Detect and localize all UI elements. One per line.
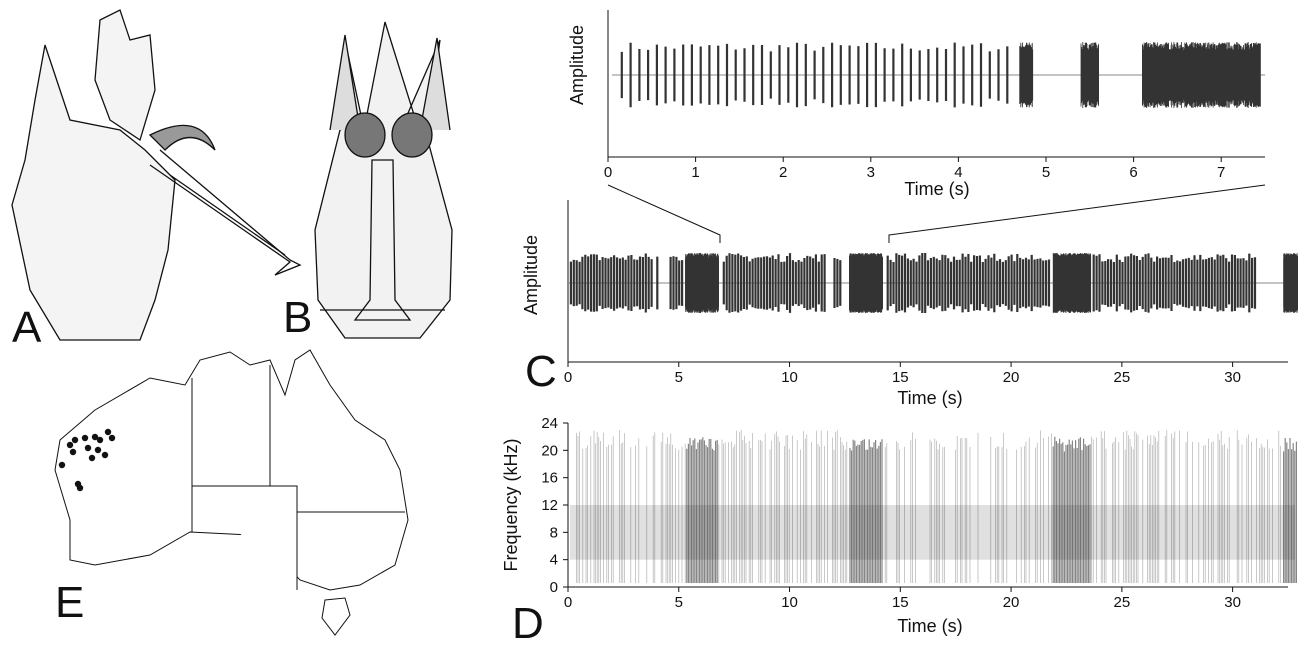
panel-label: A xyxy=(12,303,42,352)
map-point xyxy=(91,433,99,441)
x-tick-label: 0 xyxy=(564,369,572,386)
spectrogram-dense xyxy=(686,436,1297,583)
panel-label: C xyxy=(525,347,557,396)
illustration-a xyxy=(11,9,302,341)
spectrogram-band xyxy=(570,505,1295,560)
y-tick-label: 0 xyxy=(550,579,558,596)
map-points xyxy=(58,428,116,492)
x-tick-label: 2 xyxy=(779,164,787,181)
y-tick-label: 8 xyxy=(550,524,558,541)
x-tick-label: 15 xyxy=(892,369,909,386)
x-tick-label: 3 xyxy=(867,164,875,181)
x-axis-label: Time (s) xyxy=(897,616,962,636)
map-point xyxy=(84,444,92,452)
waveform xyxy=(620,42,1261,108)
map xyxy=(54,349,409,636)
map-point xyxy=(96,436,104,444)
map-point xyxy=(94,446,102,454)
y-tick-label: 20 xyxy=(541,442,558,459)
x-tick-label: 5 xyxy=(675,369,683,386)
y-axis-label: Frequency (kHz) xyxy=(501,438,521,571)
map-point xyxy=(104,428,112,436)
y-tick-label: 12 xyxy=(541,497,558,514)
x-tick-label: 30 xyxy=(1224,369,1241,386)
panel-label: E xyxy=(55,578,84,627)
map-point xyxy=(108,434,116,442)
x-tick-label: 0 xyxy=(604,164,612,181)
x-axis-label: Time (s) xyxy=(904,179,969,199)
x-tick-label: 6 xyxy=(1129,164,1137,181)
x-tick-label: 5 xyxy=(1042,164,1050,181)
y-tick-label: 24 xyxy=(541,415,558,432)
y-tick-label: 4 xyxy=(550,552,558,569)
y-axis-label: Amplitude xyxy=(521,235,541,315)
x-axis-label: Time (s) xyxy=(897,388,962,408)
map-point xyxy=(88,454,96,462)
x-tick-label: 30 xyxy=(1224,594,1241,611)
panel-label: B xyxy=(283,293,312,342)
map-point xyxy=(81,434,89,442)
x-tick-label: 10 xyxy=(781,369,798,386)
x-tick-label: 20 xyxy=(1003,369,1020,386)
map-point xyxy=(66,441,74,449)
y-axis-label: Amplitude xyxy=(567,25,587,105)
illustration-b xyxy=(314,21,453,339)
x-tick-label: 4 xyxy=(954,164,962,181)
x-tick-label: 5 xyxy=(675,594,683,611)
map-point xyxy=(58,461,66,469)
x-tick-label: 0 xyxy=(564,594,572,611)
map-point xyxy=(74,480,82,488)
x-tick-label: 20 xyxy=(1003,594,1020,611)
y-tick-label: 16 xyxy=(541,470,558,487)
x-tick-label: 7 xyxy=(1217,164,1225,181)
panel-label: D xyxy=(512,599,544,645)
x-tick-label: 25 xyxy=(1114,594,1131,611)
waveform xyxy=(569,253,1298,313)
x-tick-label: 15 xyxy=(892,594,909,611)
map-point xyxy=(101,451,109,459)
map-point xyxy=(71,436,79,444)
map-point xyxy=(69,448,77,456)
spectrogram-lines xyxy=(576,429,1281,583)
x-tick-label: 25 xyxy=(1114,369,1131,386)
x-tick-label: 10 xyxy=(781,594,798,611)
x-tick-label: 1 xyxy=(691,164,699,181)
zoom-lines xyxy=(607,184,1266,243)
